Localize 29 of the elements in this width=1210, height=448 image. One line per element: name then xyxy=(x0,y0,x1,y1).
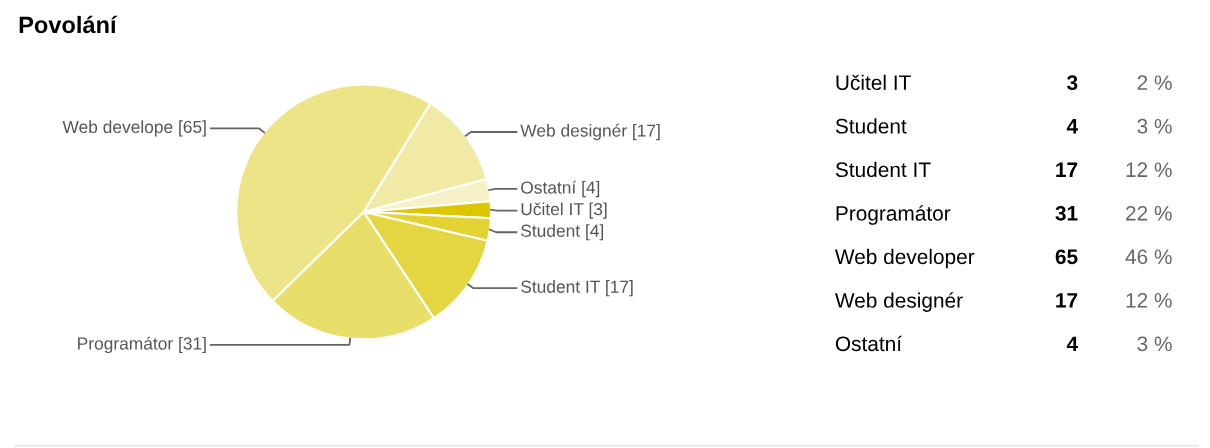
text: 2 % xyxy=(1137,75,1172,90)
text: Učitel IT xyxy=(836,74,911,91)
text: Student IT xyxy=(835,161,931,178)
text: Web developer xyxy=(834,248,975,269)
slice-label: Student [4] xyxy=(521,224,604,241)
text: 46 % xyxy=(1125,249,1172,265)
text: 17 xyxy=(1056,293,1078,308)
text: 12 % xyxy=(1126,292,1172,308)
text: 17 xyxy=(1056,162,1078,177)
slice-label: Student IT [17] xyxy=(521,280,633,297)
text: 3 xyxy=(1067,75,1078,91)
slice-label: Programátor [31] xyxy=(78,336,206,354)
slice-label: Ostatní [4] xyxy=(521,180,600,198)
slice-label: Web develope [65] xyxy=(62,120,206,137)
chart-title: Povolání xyxy=(19,15,118,34)
text: 3 % xyxy=(1137,336,1172,352)
slice-label: Učitel IT [3] xyxy=(521,202,607,219)
text: Web designér xyxy=(834,292,963,312)
text: 22 % xyxy=(1126,205,1172,221)
text: 31 xyxy=(1055,205,1078,221)
text: 12 % xyxy=(1126,162,1172,178)
text: 4 xyxy=(1066,119,1078,134)
text: 4 xyxy=(1066,336,1078,351)
slice-label: Web designér [17] xyxy=(520,123,660,141)
text: 65 xyxy=(1055,249,1078,265)
text: Ostatní xyxy=(835,335,902,352)
text: Student xyxy=(835,118,907,134)
text: Programátor xyxy=(836,205,951,225)
text: 3 % xyxy=(1137,118,1172,134)
